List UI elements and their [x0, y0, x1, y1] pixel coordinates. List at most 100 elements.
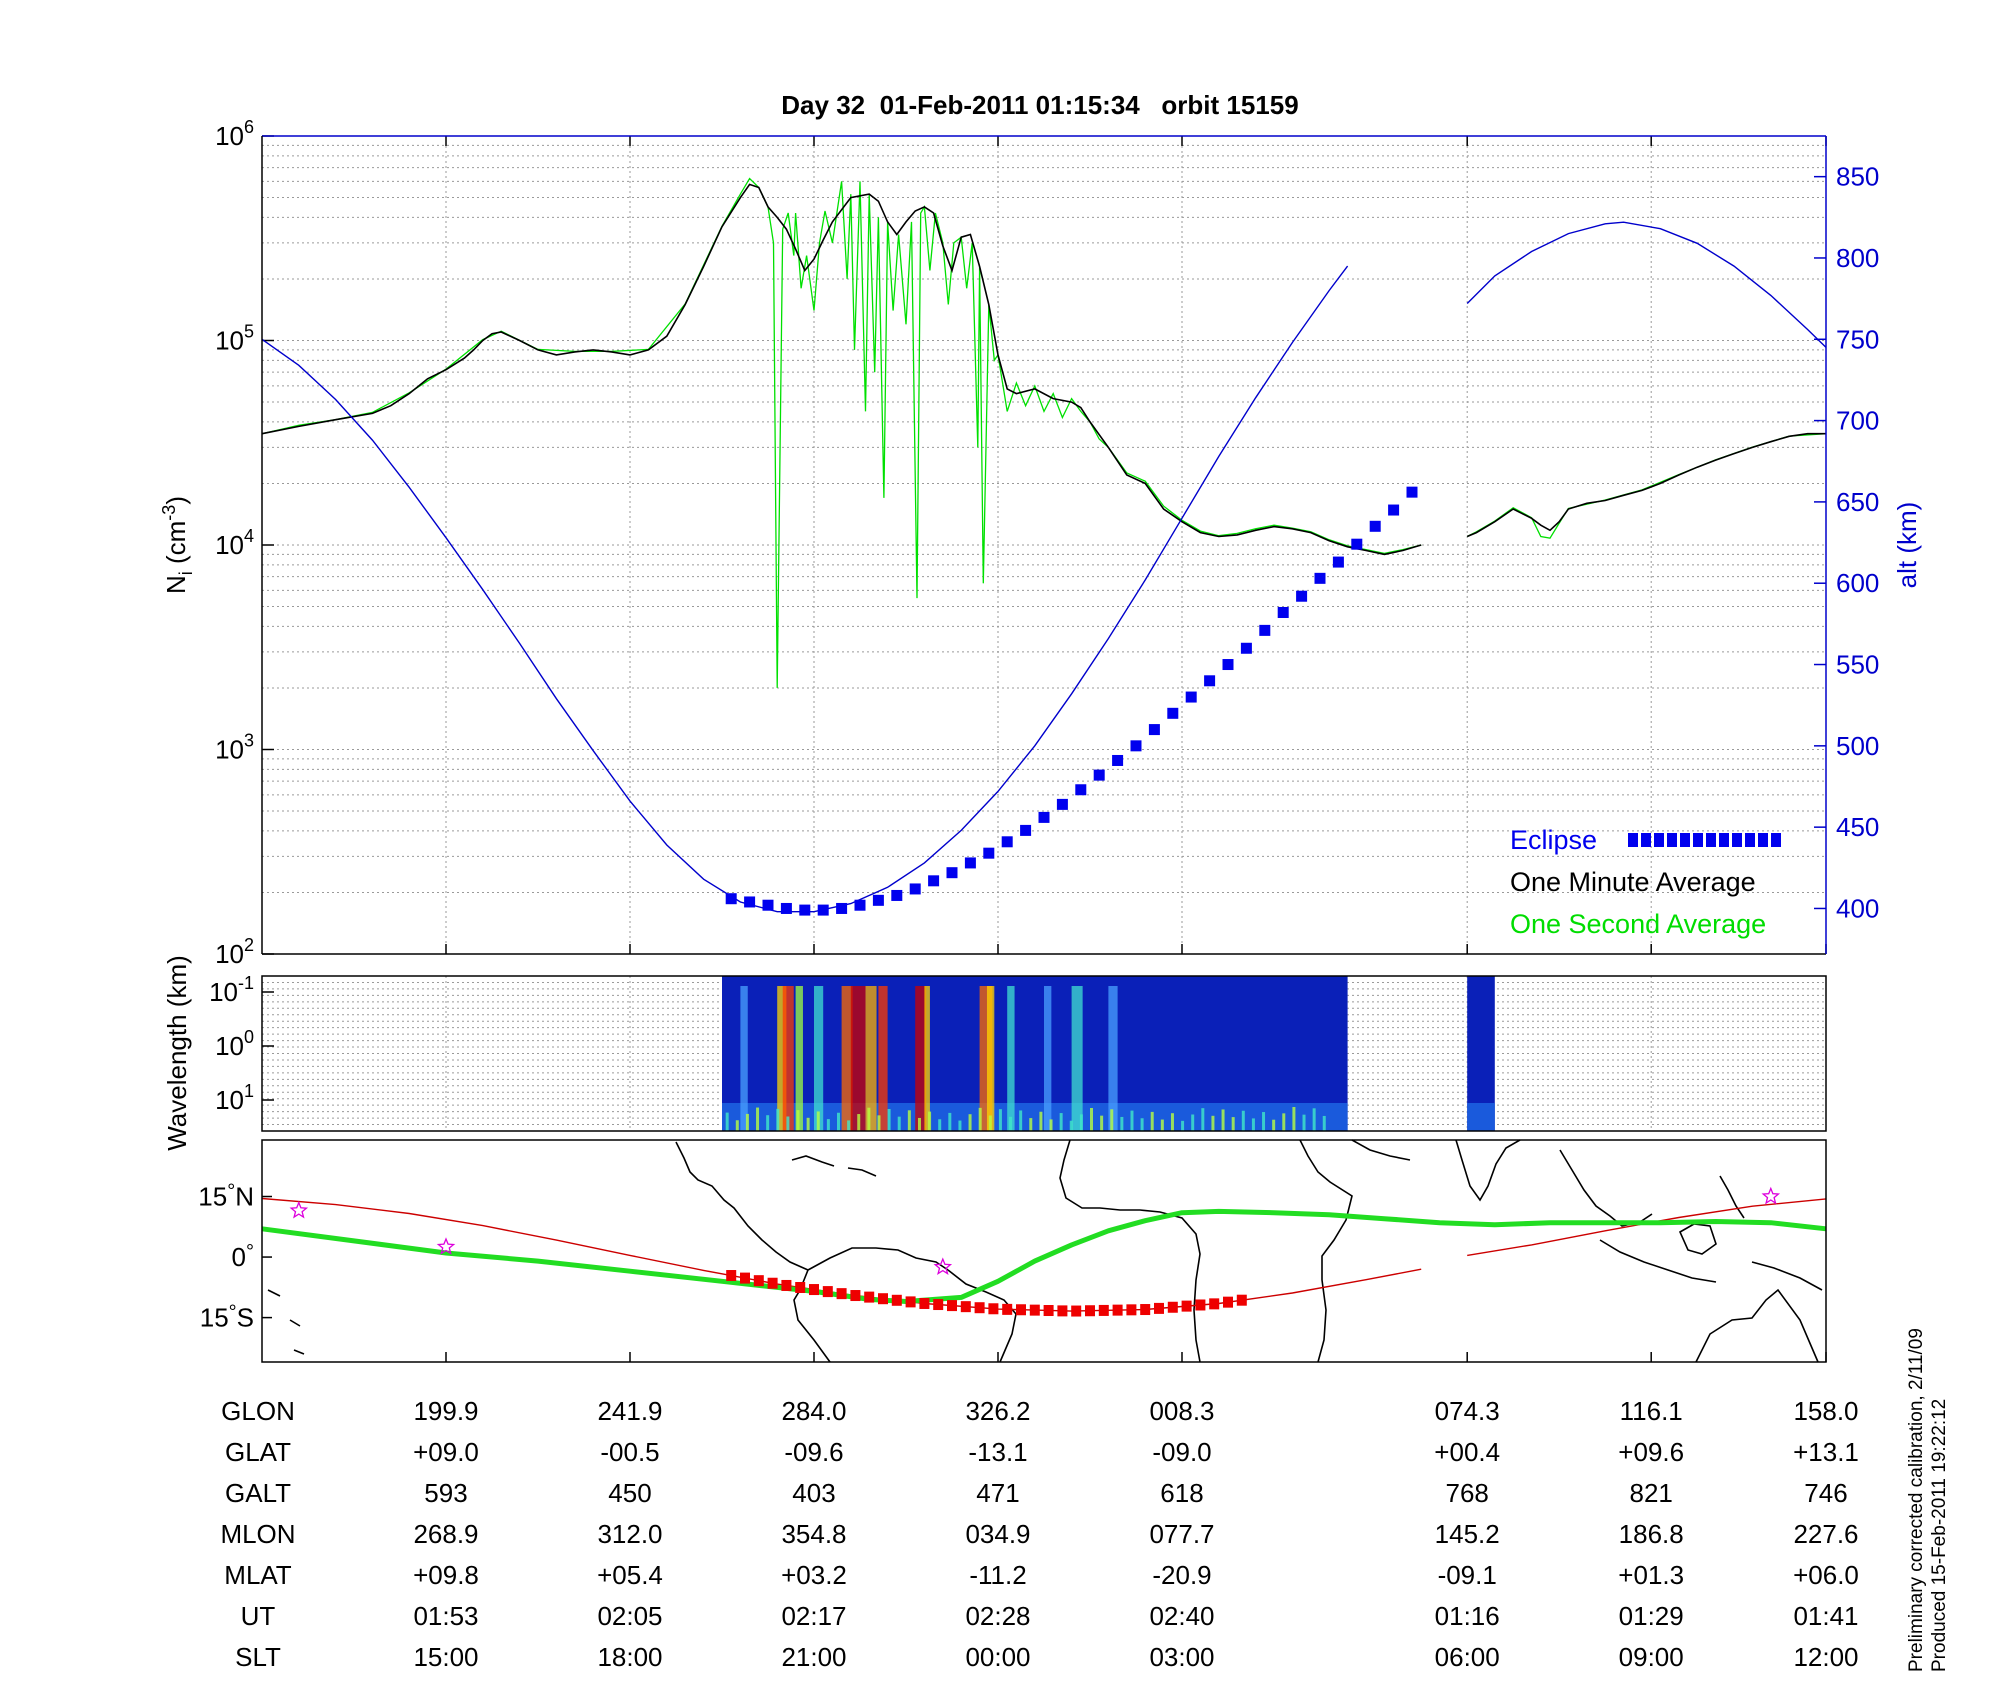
spectrogram-fringe — [1059, 1113, 1063, 1131]
eclipse-marker — [1296, 590, 1308, 602]
spectrogram-fringe — [1211, 1115, 1215, 1131]
eclipse-map-marker — [740, 1272, 750, 1284]
legend-eclipse-square — [1745, 833, 1755, 847]
spectrogram-fringe — [847, 1120, 851, 1131]
table-cell: -13.1 — [968, 1437, 1027, 1467]
eclipse-map-marker — [850, 1290, 861, 1302]
tick-base: 10 — [215, 939, 244, 969]
spectrogram-fringe — [796, 1110, 800, 1131]
table-cell: 354.8 — [781, 1519, 846, 1549]
table-cell: 768 — [1446, 1478, 1489, 1508]
spectrogram-fringe — [1019, 1110, 1023, 1131]
station-star-marker — [436, 1237, 456, 1255]
map-y-tick-label: 0° — [232, 1241, 254, 1272]
tick-exponent: 2 — [244, 935, 254, 955]
one-minute-average-line — [1466, 432, 1826, 538]
spectrogram-burst — [814, 986, 824, 1131]
spectrogram-fringe — [766, 1115, 770, 1131]
eclipse-map-marker — [726, 1270, 737, 1282]
table-cell: 09:00 — [1619, 1642, 1684, 1672]
eclipse-map-marker — [1167, 1301, 1178, 1313]
table-row-label: MLON — [220, 1519, 295, 1549]
table-cell: 326.2 — [965, 1396, 1030, 1426]
spectrogram-fringe — [877, 1115, 881, 1131]
eclipse-marker — [854, 899, 866, 911]
tick-exponent: 4 — [244, 526, 254, 546]
eclipse-map-marker — [795, 1282, 806, 1294]
eclipse-marker — [1093, 769, 1105, 781]
spectrogram-fringe — [1292, 1107, 1296, 1131]
table-cell: 241.9 — [597, 1396, 662, 1426]
legend-eclipse-square — [1641, 833, 1651, 847]
legend-eclipse-square — [1680, 833, 1690, 847]
spectrogram-fringe — [1251, 1118, 1255, 1131]
table-cell: -00.5 — [600, 1437, 659, 1467]
eclipse-marker — [1277, 606, 1289, 618]
spectrogram-fringe — [928, 1111, 932, 1131]
eclipse-marker — [1038, 811, 1050, 823]
degree-symbol: ° — [229, 1302, 237, 1324]
one-minute-average-line — [261, 183, 1422, 556]
eclipse-map-marker — [1057, 1305, 1068, 1317]
latitude-value: 0 — [232, 1242, 246, 1272]
eclipse-markers — [725, 486, 1418, 916]
eclipse-map-marker — [1016, 1304, 1026, 1316]
latitude-value: 15 — [200, 1303, 229, 1333]
spectrogram-tick-label: 10-1 — [209, 973, 254, 1007]
eclipse-map-marker — [1126, 1304, 1137, 1316]
spectrogram-fringe — [1029, 1118, 1033, 1131]
coastline-australia — [1695, 1288, 1819, 1363]
eclipse-map-marker — [781, 1279, 792, 1291]
chart-title: Day 32 01-Feb-2011 01:15:34 orbit 15159 — [781, 90, 1298, 120]
table-cell: -20.9 — [1152, 1560, 1211, 1590]
table-cell: 284.0 — [781, 1396, 846, 1426]
eclipse-marker — [1332, 556, 1344, 568]
coastline-north-america — [675, 1141, 809, 1271]
coastline-south-america-north — [807, 1247, 949, 1271]
spectrogram-burst — [841, 986, 853, 1131]
left-tick-label: 106 — [215, 117, 254, 151]
table-cell: 618 — [1160, 1478, 1203, 1508]
table-cell: 312.0 — [597, 1519, 662, 1549]
eclipse-marker — [909, 883, 921, 895]
eclipse-marker — [1259, 624, 1271, 636]
spectrogram-fringe — [958, 1120, 962, 1131]
table-cell: 01:16 — [1435, 1601, 1500, 1631]
table-cell: 145.2 — [1435, 1519, 1500, 1549]
eclipse-marker — [780, 902, 792, 914]
right-tick-label: 750 — [1836, 324, 1879, 354]
legend-eclipse-square — [1758, 833, 1768, 847]
map-tracks — [261, 1186, 1827, 1317]
table-cell: 18:00 — [597, 1642, 662, 1672]
tick-base: 10 — [215, 1031, 244, 1061]
table-cell: 403 — [792, 1478, 835, 1508]
coastline-india — [1455, 1139, 1521, 1202]
eclipse-marker — [799, 904, 811, 916]
eclipse-marker — [817, 904, 829, 916]
spectrogram-fringe — [917, 1117, 921, 1131]
table-cell: 746 — [1804, 1478, 1847, 1508]
table-cell: +05.4 — [597, 1560, 663, 1590]
eclipse-marker — [1001, 836, 1013, 848]
table-cell: 077.7 — [1149, 1519, 1214, 1549]
table-cell: 02:17 — [781, 1601, 846, 1631]
spectrogram-fringe — [1170, 1113, 1174, 1131]
top-panel-right-ticks: 400 450 500 550 600 650 700 750 800 850 — [1814, 162, 1879, 923]
spectrogram-fringe — [1272, 1119, 1276, 1131]
table-cell: +09.6 — [1618, 1437, 1684, 1467]
left-tick-label: 103 — [215, 731, 254, 765]
right-tick-label: 700 — [1836, 406, 1879, 436]
map-background — [262, 1140, 1826, 1362]
spectrogram-burst — [1071, 986, 1083, 1131]
hemisphere-letter: N — [235, 1182, 254, 1212]
legend-eclipse-swatch — [1628, 833, 1781, 847]
eclipse-map-marker — [947, 1300, 957, 1312]
table-cell: 186.8 — [1619, 1519, 1684, 1549]
degree-symbol: ° — [246, 1241, 254, 1263]
table-cell: 158.0 — [1793, 1396, 1858, 1426]
table-cell: 268.9 — [413, 1519, 478, 1549]
legend-one-minute-label: One Minute Average — [1510, 867, 1756, 897]
spectrogram-fringe — [897, 1116, 901, 1131]
spectrogram-fringe — [816, 1111, 820, 1131]
table-cell: 227.6 — [1793, 1519, 1858, 1549]
